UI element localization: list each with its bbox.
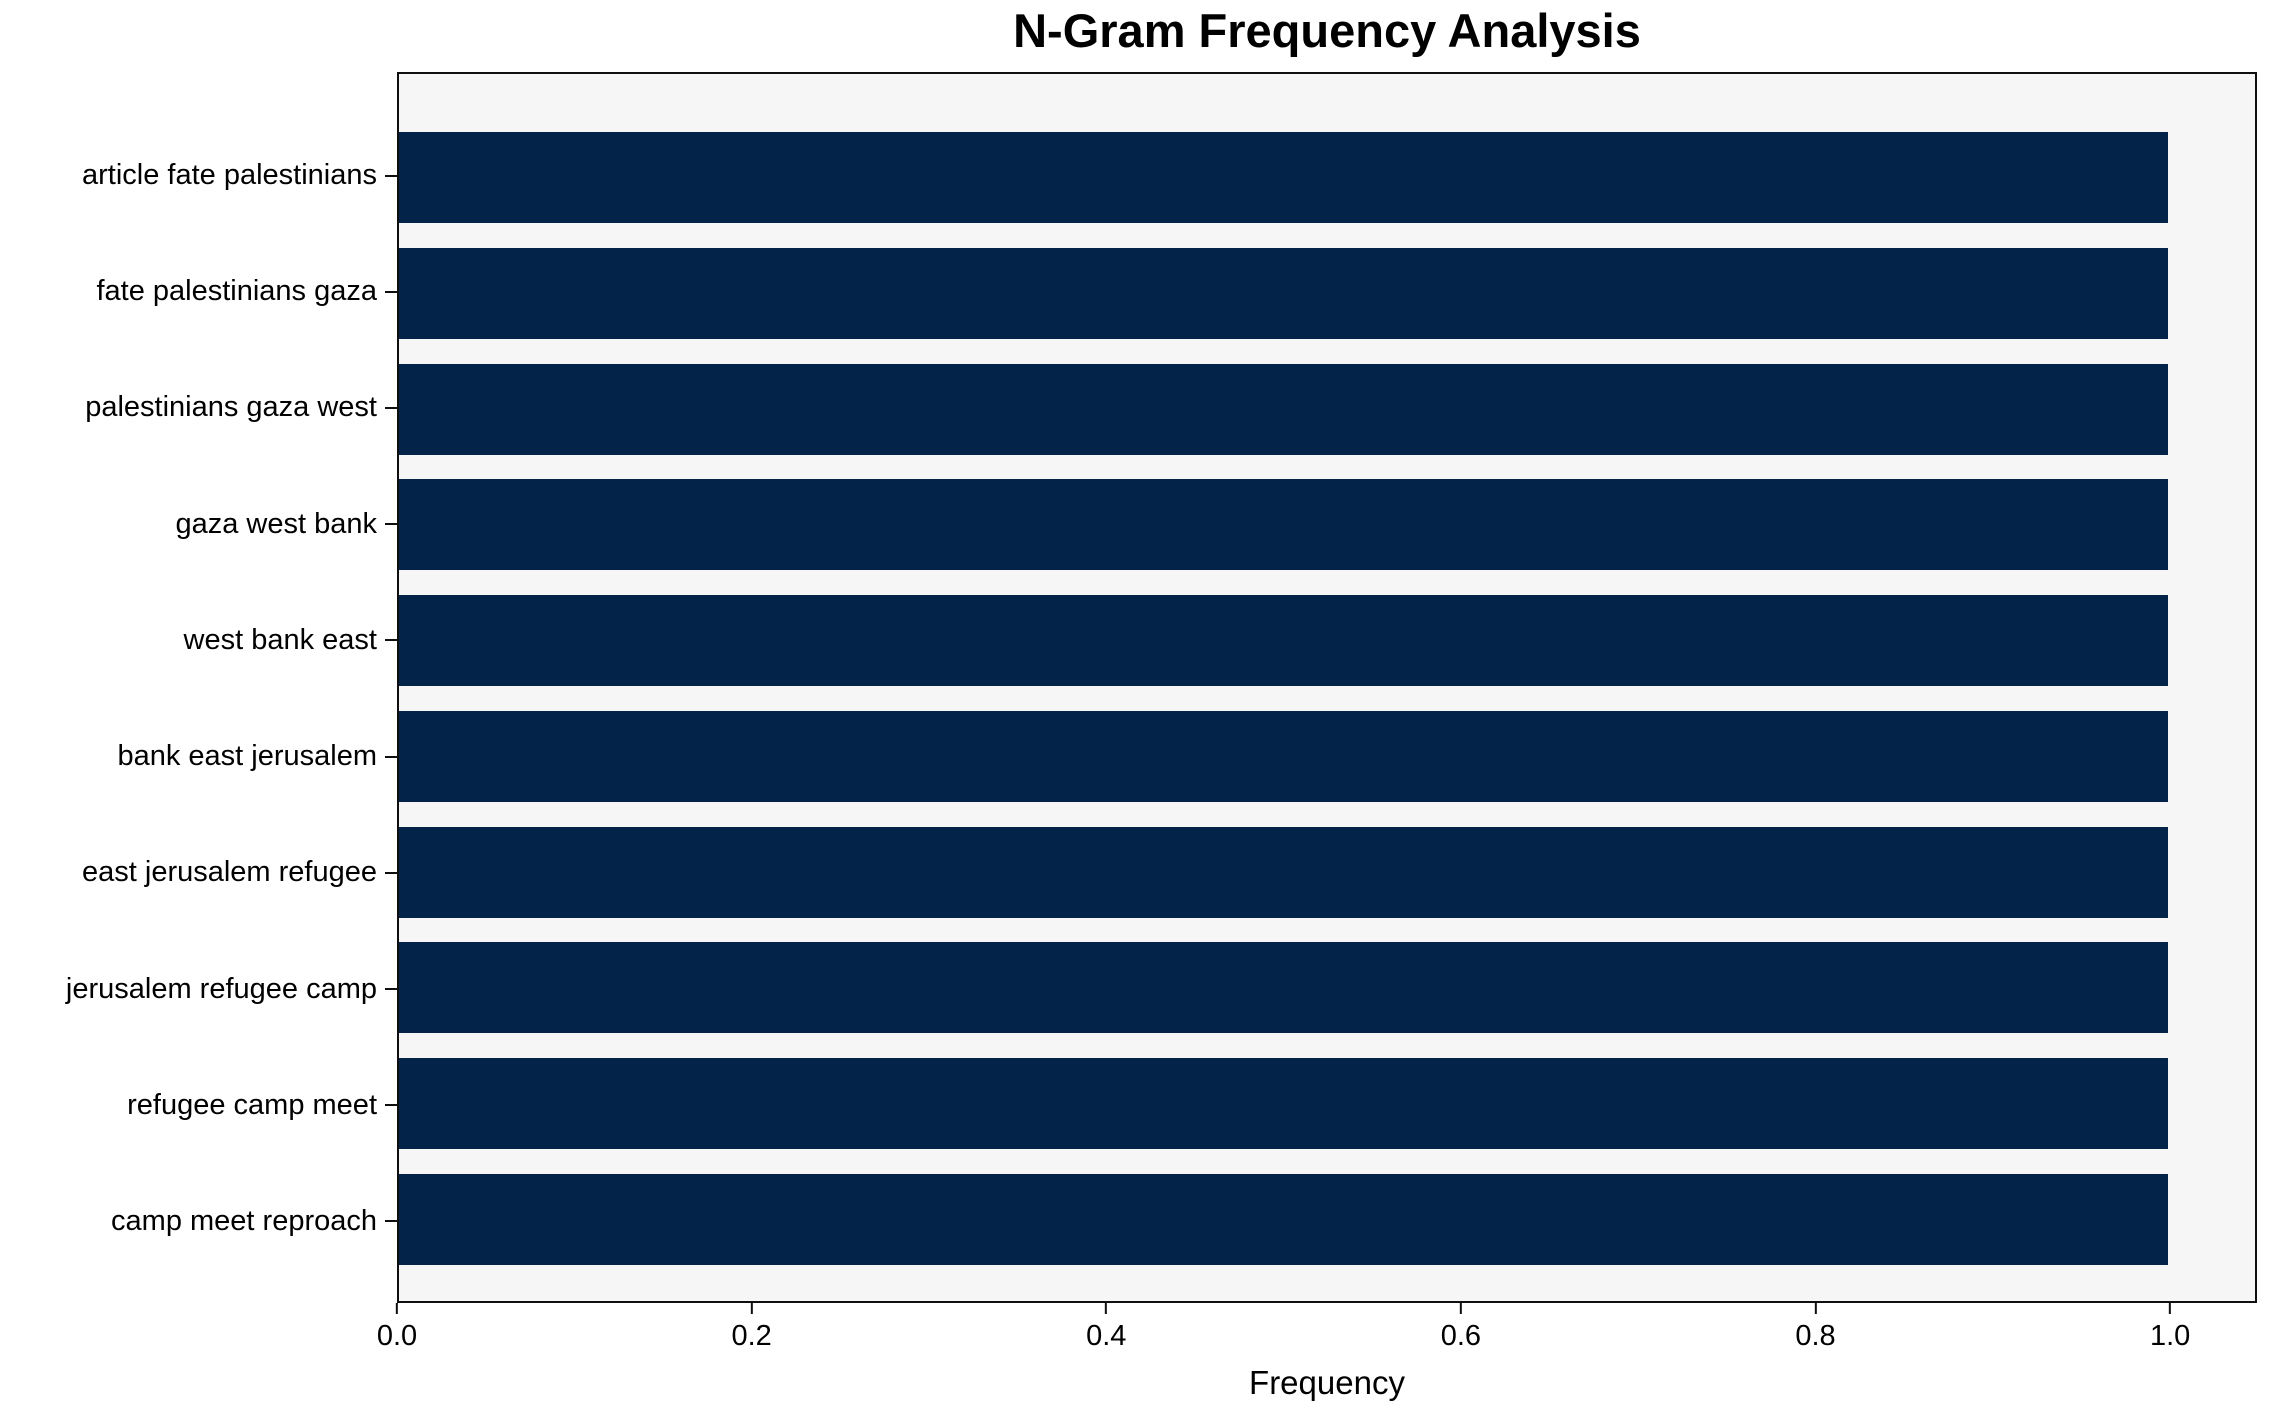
bar-row bbox=[399, 1173, 2255, 1265]
x-axis-label: Frequency bbox=[1249, 1364, 1405, 1401]
x-tick-label: 1.0 bbox=[2149, 1320, 2191, 1352]
y-axis-row: bank east jerusalem bbox=[0, 711, 397, 802]
y-tick-label: jerusalem refugee camp bbox=[65, 972, 377, 1005]
bar bbox=[399, 710, 2169, 802]
y-tick-label: palestinians gaza west bbox=[85, 391, 377, 424]
plot-area bbox=[397, 72, 2257, 1303]
y-tick-mark bbox=[385, 406, 397, 409]
y-tick-label: fate palestinians gaza bbox=[96, 275, 377, 308]
x-tick-label: 0.4 bbox=[1086, 1320, 1127, 1352]
bar-row bbox=[399, 826, 2255, 918]
y-tick-mark bbox=[385, 1104, 397, 1107]
y-axis-row: palestinians gaza west bbox=[0, 362, 397, 453]
y-axis-row: fate palestinians gaza bbox=[0, 246, 397, 337]
y-axis-row: jerusalem refugee camp bbox=[0, 944, 397, 1035]
x-axis: 0.0 0.2 0.4 0.6 0.8 1.0 bbox=[377, 1303, 2257, 1373]
x-tick-mark bbox=[2169, 1303, 2172, 1314]
x-tick-mark bbox=[1105, 1303, 1108, 1314]
x-tick-mark bbox=[750, 1303, 753, 1314]
x-tick: 0.6 bbox=[1441, 1303, 1481, 1353]
bar-row bbox=[399, 132, 2255, 223]
y-axis-row: east jerusalem refugee bbox=[0, 827, 397, 918]
bar-row bbox=[399, 710, 2255, 802]
y-tick-label: bank east jerusalem bbox=[117, 740, 377, 773]
y-tick-label: west bank east bbox=[183, 623, 377, 656]
bar bbox=[399, 1173, 2169, 1265]
y-tick-mark bbox=[385, 755, 397, 758]
y-axis-row: refugee camp meet bbox=[0, 1060, 397, 1151]
x-tick-label: 0.6 bbox=[1440, 1320, 1482, 1352]
bar-row bbox=[399, 1058, 2255, 1150]
bar bbox=[399, 942, 2169, 1034]
x-tick: 0.2 bbox=[731, 1303, 772, 1353]
y-tick-label: east jerusalem refugee bbox=[82, 856, 377, 889]
y-axis-row: gaza west bank bbox=[0, 479, 397, 570]
bars-layer bbox=[399, 74, 2255, 1301]
y-tick-label: gaza west bank bbox=[175, 507, 377, 540]
y-tick-mark bbox=[385, 290, 397, 293]
y-tick-mark bbox=[385, 639, 397, 642]
y-tick-mark bbox=[385, 988, 397, 991]
x-tick: 0.4 bbox=[1086, 1303, 1126, 1353]
bar bbox=[399, 595, 2169, 687]
y-axis-row: west bank east bbox=[0, 595, 397, 686]
x-tick: 0.8 bbox=[1795, 1303, 1836, 1353]
bar bbox=[399, 826, 2169, 918]
bar-row bbox=[399, 363, 2255, 455]
chart-title: N-Gram Frequency Analysis bbox=[1013, 4, 1641, 57]
x-tick-mark bbox=[1459, 1303, 1462, 1314]
y-tick-mark bbox=[385, 523, 397, 526]
y-axis-row: article fate palestinians bbox=[0, 130, 397, 221]
y-tick-label: camp meet reproach bbox=[111, 1204, 377, 1237]
y-tick-label: refugee camp meet bbox=[127, 1088, 377, 1121]
bar-row bbox=[399, 942, 2255, 1034]
bar-row bbox=[399, 479, 2255, 571]
x-tick: 0.0 bbox=[377, 1303, 417, 1353]
y-axis-row: camp meet reproach bbox=[0, 1176, 397, 1267]
y-tick-label: article fate palestinians bbox=[82, 159, 377, 191]
y-tick-mark bbox=[385, 871, 397, 874]
x-tick: 1.0 bbox=[2150, 1303, 2190, 1353]
x-tick-mark bbox=[1814, 1303, 1817, 1314]
bar bbox=[399, 132, 2169, 223]
bar bbox=[399, 479, 2169, 571]
y-axis: article fate palestinians fate palestinia… bbox=[0, 72, 397, 1303]
y-tick-mark bbox=[385, 174, 397, 177]
bar-row bbox=[399, 595, 2255, 687]
bar-row bbox=[399, 247, 2255, 339]
y-tick-mark bbox=[385, 1220, 397, 1223]
bar bbox=[399, 247, 2169, 339]
bar bbox=[399, 363, 2169, 455]
bar bbox=[399, 1058, 2169, 1150]
x-tick-label: 0.8 bbox=[1795, 1320, 1836, 1352]
x-tick-mark bbox=[395, 1303, 398, 1314]
x-tick-label: 0.0 bbox=[376, 1320, 418, 1352]
x-tick-label: 0.2 bbox=[731, 1320, 772, 1352]
